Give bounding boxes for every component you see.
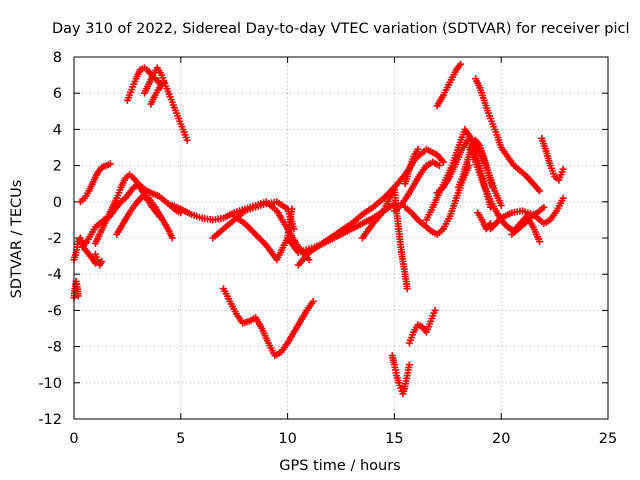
y-tick-label: -12 [38, 412, 62, 428]
data-point-marks [455, 136, 497, 191]
x-tick-label: 20 [492, 431, 510, 447]
y-axis-label: SDTVAR / TECUs [9, 180, 25, 299]
data-point-marks [113, 192, 176, 242]
data-point-marks [465, 144, 544, 246]
series-s04 [76, 160, 114, 206]
y-tick-label: -6 [48, 303, 62, 319]
series-s21 [390, 158, 443, 215]
series-s27 [465, 144, 544, 246]
data-points [70, 60, 567, 398]
y-tick-label: 6 [53, 86, 62, 102]
series-s05 [91, 171, 185, 247]
x-tick-label: 10 [278, 431, 296, 447]
data-point-marks [230, 205, 296, 264]
data-point-marks [388, 352, 413, 398]
series-s20 [401, 145, 422, 188]
data-point-marks [358, 183, 411, 293]
axis-ticks: 0 5 10 15 20 25 -12 -10 -8 -6 -4 -2 0 2 4 6 8 [38, 50, 617, 447]
y-tick-label: -8 [48, 340, 62, 356]
series-s19 [405, 306, 439, 347]
y-tick-label: 4 [53, 122, 62, 138]
series-s16 [294, 145, 447, 269]
data-point-marks [141, 64, 191, 144]
series-s18 [388, 352, 413, 398]
series-s28 [455, 136, 497, 191]
series-s13 [220, 285, 317, 360]
data-point-marks [147, 78, 168, 108]
x-tick-label: 0 [69, 431, 78, 447]
series-s01 [70, 277, 82, 302]
plot-border [73, 56, 609, 420]
data-point-marks [70, 277, 82, 302]
chart-grid [74, 57, 608, 419]
y-tick-label: 8 [53, 50, 62, 66]
data-point-marks [220, 285, 317, 360]
series-s09 [141, 64, 191, 144]
data-point-marks [474, 209, 494, 233]
data-point-marks [433, 60, 465, 110]
x-tick-label: 25 [599, 431, 617, 447]
data-point-marks [390, 158, 443, 215]
series-s14 [230, 205, 296, 264]
data-point-marks [405, 306, 439, 347]
x-tick-label: 5 [176, 431, 185, 447]
data-point-marks [294, 145, 447, 269]
chart-title: Day 310 of 2022, Sidereal Day-to-day VTE… [52, 21, 630, 37]
series-s26 [472, 75, 544, 195]
data-point-marks [76, 160, 114, 206]
y-tick-label: -10 [38, 376, 62, 392]
y-tick-label: 0 [53, 195, 62, 211]
series-s32 [508, 203, 548, 238]
series-s10 [147, 78, 168, 108]
series-s25 [433, 60, 465, 110]
y-tick-label: 2 [53, 159, 62, 175]
data-point-marks [472, 75, 544, 195]
data-point-marks [91, 171, 185, 247]
data-point-marks [538, 134, 567, 184]
series-s31 [538, 134, 567, 184]
data-point-marks [91, 250, 106, 269]
series-s17 [358, 183, 411, 293]
series-s29 [474, 209, 494, 233]
series-s07 [113, 192, 176, 242]
data-point-marks [401, 145, 422, 188]
series-s06 [91, 250, 106, 269]
y-tick-label: -4 [48, 267, 62, 283]
x-tick-label: 15 [385, 431, 403, 447]
data-point-marks [508, 203, 548, 238]
x-axis-label: GPS time / hours [279, 458, 400, 474]
y-tick-label: -2 [48, 231, 62, 247]
